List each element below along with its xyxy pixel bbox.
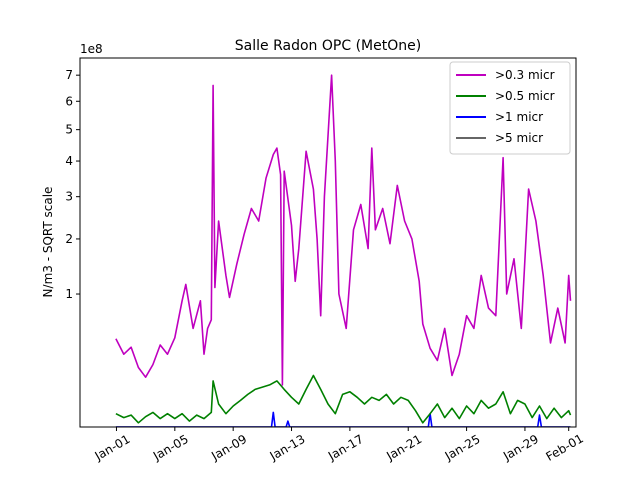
legend-label: >0.3 micr [495, 68, 555, 82]
axes-frame [79, 57, 577, 428]
chart-title: Salle Radon OPC (MetOne) [235, 38, 421, 54]
y-tick-label: 3 [65, 190, 73, 204]
y-offset-label: 1e8 [80, 42, 103, 56]
series-line-0-5-micr [115, 374, 572, 424]
legend-box [449, 61, 571, 155]
legend-label: >0.5 micr [495, 89, 555, 103]
y-axis-label: N/m3 - SQRT scale [41, 187, 55, 298]
y-tick-label: 4 [65, 154, 73, 168]
y-tick-label: 6 [65, 94, 73, 108]
series-group [115, 74, 572, 427]
y-tick-label: 1 [65, 287, 73, 301]
series-line-1-micr [115, 411, 571, 427]
y-tick-label: 5 [65, 123, 73, 137]
y-axis: 1 2 3 4 5 6 7 [65, 68, 80, 301]
y-tick-label: 2 [65, 232, 73, 246]
series-line-0-3-micr [115, 74, 572, 386]
plot-area [115, 74, 572, 427]
legend-label: >1 micr [495, 110, 543, 124]
y-tick-label: 7 [65, 68, 73, 82]
legend: >0.3 micr >0.5 micr >1 micr >5 micr [449, 61, 571, 155]
legend-label: >5 micr [495, 131, 543, 145]
